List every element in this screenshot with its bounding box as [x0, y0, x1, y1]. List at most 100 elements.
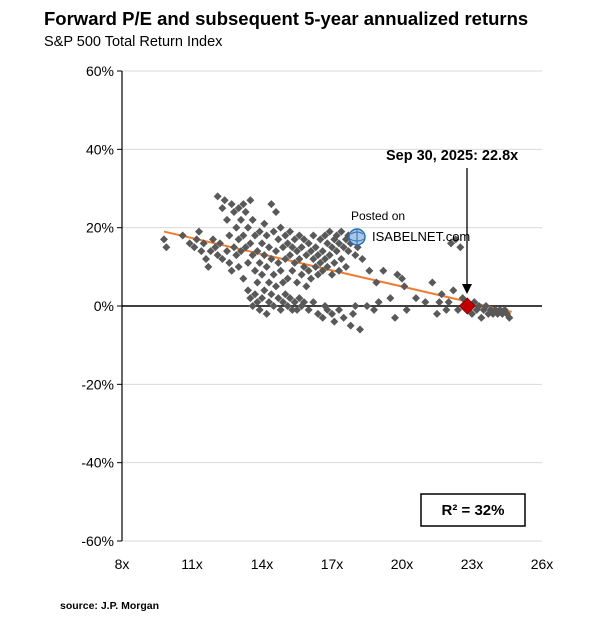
data-point	[213, 192, 222, 201]
data-point	[332, 247, 341, 256]
data-point	[272, 282, 280, 291]
data-point	[447, 239, 455, 248]
data-point	[302, 282, 311, 291]
data-point	[307, 247, 315, 256]
y-tick-label: 40%	[86, 141, 114, 157]
watermark-line1: Posted on	[351, 209, 405, 223]
data-point	[213, 251, 222, 260]
data-point	[290, 258, 299, 267]
data-point	[328, 309, 336, 318]
data-point	[246, 196, 255, 205]
data-point	[248, 251, 257, 260]
data-point	[244, 223, 252, 232]
data-point	[482, 302, 490, 310]
data-point	[258, 294, 266, 303]
data-point	[253, 247, 262, 256]
data-point	[230, 243, 238, 252]
data-point	[421, 298, 430, 307]
chart-subtitle: S&P 500 Total Return Index	[44, 34, 223, 50]
data-point	[356, 325, 364, 334]
data-point	[269, 270, 278, 279]
data-point	[220, 196, 229, 205]
data-point	[255, 258, 264, 267]
x-tick-label: 20x	[391, 556, 414, 572]
data-point	[374, 298, 383, 307]
data-point	[246, 239, 255, 248]
data-point	[325, 251, 334, 260]
data-point	[311, 243, 320, 252]
data-point	[335, 266, 343, 275]
data-point	[346, 321, 355, 330]
data-point	[456, 243, 465, 252]
data-point	[286, 294, 294, 303]
data-point	[241, 243, 250, 252]
y-tick-label: 60%	[86, 63, 114, 79]
data-point	[318, 266, 327, 275]
data-point	[323, 305, 332, 314]
data-point	[244, 258, 252, 267]
data-point	[314, 309, 322, 318]
data-point	[199, 239, 208, 248]
data-point	[335, 239, 343, 248]
data-point	[269, 302, 278, 310]
data-point	[272, 247, 280, 256]
data-point	[276, 223, 285, 232]
data-point	[314, 270, 322, 279]
data-point	[293, 278, 301, 287]
y-tick-label: 20%	[86, 220, 114, 236]
data-point	[400, 282, 409, 291]
data-point	[337, 255, 346, 263]
data-point	[216, 239, 224, 248]
current-label: Sep 30, 2025: 22.8x	[386, 148, 518, 164]
data-point	[281, 231, 290, 240]
x-tick-label: 11x	[181, 556, 203, 572]
data-point	[304, 305, 313, 314]
data-points	[160, 192, 514, 334]
data-point	[234, 235, 243, 244]
data-point	[372, 278, 381, 287]
current-point-layer	[458, 297, 476, 315]
data-point	[225, 231, 234, 240]
x-tick-label: 8x	[115, 556, 130, 572]
data-point	[351, 302, 360, 310]
globe-icon	[348, 228, 366, 246]
data-point	[300, 298, 308, 307]
data-point	[370, 305, 378, 314]
data-point	[309, 298, 318, 307]
data-point	[393, 270, 402, 279]
data-point	[239, 231, 248, 240]
data-point	[304, 239, 313, 248]
data-point	[206, 247, 215, 256]
data-point	[162, 243, 171, 252]
data-point	[239, 274, 248, 283]
data-point	[274, 235, 283, 244]
y-tick-label: -20%	[81, 376, 114, 392]
source-note: source: J.P. Morgan	[60, 600, 160, 612]
data-point	[279, 278, 287, 287]
data-point	[314, 251, 322, 260]
data-point	[505, 313, 514, 322]
current-data-point	[458, 297, 476, 315]
data-point	[209, 235, 217, 244]
data-point	[363, 302, 371, 310]
data-point	[237, 247, 245, 256]
data-point	[295, 255, 304, 263]
data-point	[325, 227, 334, 236]
data-point	[232, 223, 241, 232]
data-point	[311, 262, 320, 271]
data-point	[265, 298, 273, 307]
data-point	[328, 243, 336, 252]
data-point	[300, 235, 308, 244]
y-tick-label: -60%	[81, 533, 114, 549]
x-tick-label: 14x	[251, 556, 274, 572]
data-point	[321, 231, 329, 240]
data-point	[293, 305, 301, 314]
r-squared-box: R² = 32%	[420, 493, 526, 527]
data-point	[225, 258, 234, 267]
data-point	[192, 235, 201, 244]
data-point	[339, 313, 348, 322]
data-point	[379, 266, 388, 275]
data-point	[279, 243, 287, 252]
data-point	[358, 255, 367, 263]
data-point	[246, 294, 255, 303]
